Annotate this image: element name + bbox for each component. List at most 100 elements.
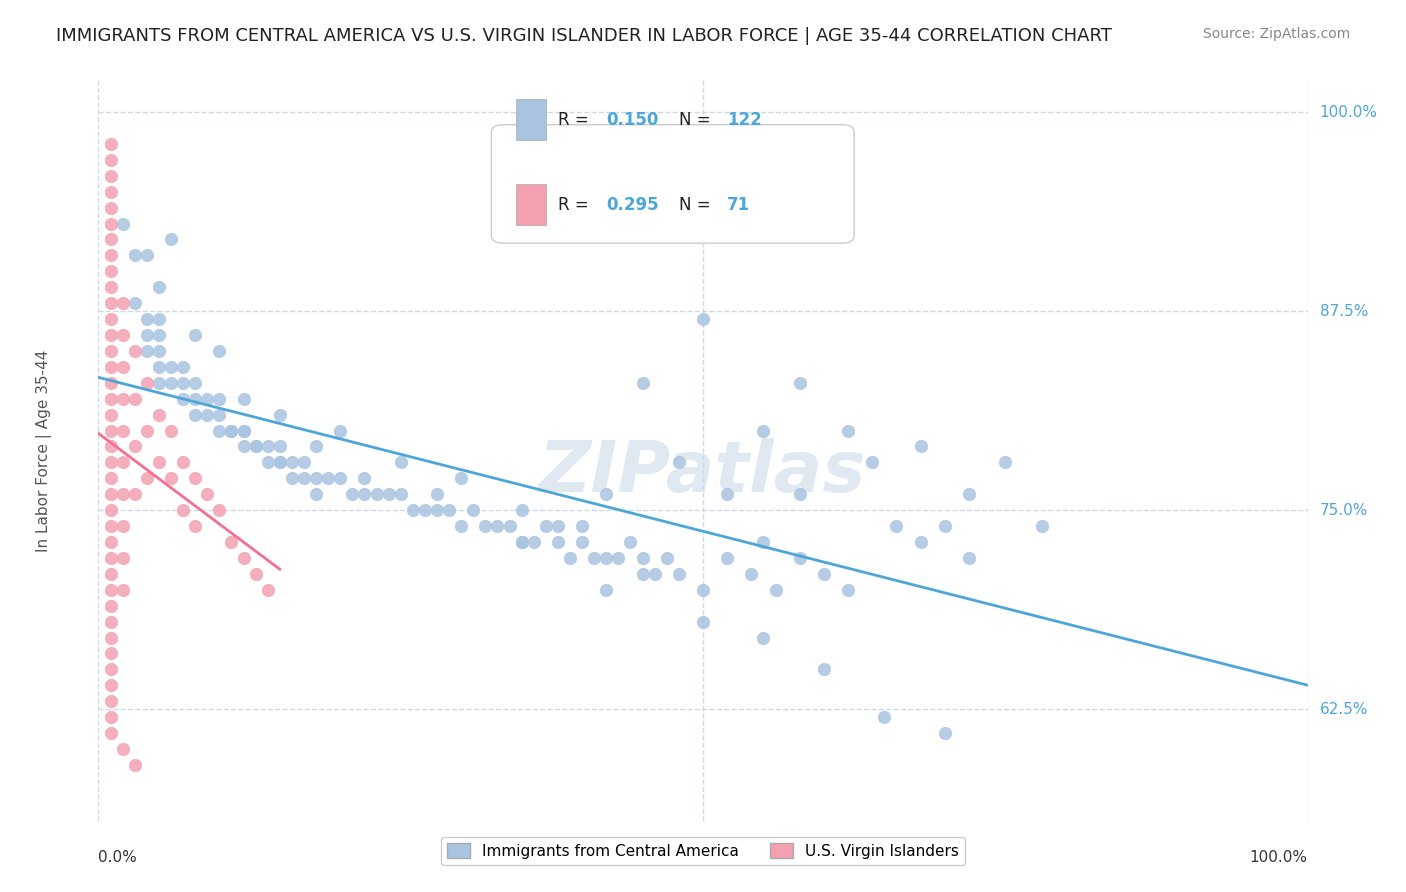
Point (100, 392, 122, 406)
Point (100, 359, 122, 374)
Point (100, 455, 122, 469)
Point (100, 264, 122, 278)
Point (111, 328, 134, 343)
FancyBboxPatch shape (492, 125, 855, 244)
Point (208, 392, 231, 406)
Point (256, 582, 278, 597)
Point (232, 424, 254, 438)
Point (160, 232, 183, 246)
Text: N =: N = (679, 111, 716, 128)
Point (292, 455, 315, 469)
Point (111, 217, 134, 231)
Point (389, 487, 412, 501)
Point (886, 519, 908, 533)
Point (148, 343, 170, 358)
Point (124, 343, 146, 358)
Point (195, 408, 218, 422)
Point (692, 582, 714, 597)
Point (111, 550, 134, 565)
Point (148, 328, 170, 343)
Point (305, 440, 328, 454)
Point (329, 424, 352, 438)
Point (184, 328, 207, 343)
Point (957, 487, 980, 501)
Point (752, 424, 775, 438)
Point (994, 455, 1017, 469)
Point (716, 550, 738, 565)
Point (100, 694, 122, 708)
Point (111, 742, 134, 756)
Point (100, 376, 122, 390)
Point (245, 440, 267, 454)
Point (124, 392, 146, 406)
Point (269, 408, 291, 422)
Point (316, 471, 339, 485)
Point (281, 471, 304, 485)
Point (100, 615, 122, 629)
Point (631, 550, 654, 565)
Point (195, 487, 218, 501)
Point (100, 631, 122, 645)
Point (172, 503, 194, 517)
Point (100, 343, 122, 358)
Point (426, 487, 449, 501)
Point (813, 566, 835, 581)
Point (135, 424, 157, 438)
Point (789, 376, 811, 390)
Point (124, 296, 146, 310)
Point (160, 424, 183, 438)
Point (910, 440, 932, 454)
Point (100, 232, 122, 246)
Point (100, 201, 122, 215)
Point (413, 503, 436, 517)
Point (100, 312, 122, 326)
Point (450, 519, 472, 533)
Point (124, 248, 146, 262)
Point (752, 535, 775, 549)
Point (100, 503, 122, 517)
Point (366, 487, 388, 501)
Point (789, 487, 811, 501)
Point (377, 487, 399, 501)
Point (124, 487, 146, 501)
Text: 0.150: 0.150 (606, 111, 658, 128)
Point (789, 550, 811, 565)
Point (692, 615, 714, 629)
Point (571, 519, 593, 533)
Legend: Immigrants from Central America, U.S. Virgin Islanders: Immigrants from Central America, U.S. Vi… (441, 837, 965, 865)
Point (111, 392, 134, 406)
Point (668, 455, 690, 469)
Point (160, 359, 183, 374)
Point (100, 440, 122, 454)
Point (765, 582, 787, 597)
Point (208, 408, 231, 422)
Point (256, 455, 278, 469)
Point (752, 631, 775, 645)
Point (523, 535, 546, 549)
Point (595, 582, 617, 597)
Point (450, 471, 472, 485)
Point (463, 503, 485, 517)
FancyBboxPatch shape (516, 184, 546, 225)
Text: 71: 71 (727, 195, 751, 214)
Point (172, 455, 194, 469)
Point (100, 582, 122, 597)
Point (184, 376, 207, 390)
FancyBboxPatch shape (516, 99, 546, 139)
Text: 75.0%: 75.0% (1320, 503, 1368, 517)
Point (208, 503, 231, 517)
Point (160, 471, 183, 485)
Point (583, 550, 606, 565)
Point (100, 471, 122, 485)
Point (221, 424, 243, 438)
Point (100, 248, 122, 262)
Point (692, 312, 714, 326)
Point (184, 408, 207, 422)
Point (160, 376, 183, 390)
Point (426, 503, 449, 517)
Point (135, 312, 157, 326)
Point (510, 535, 533, 549)
Text: 0.0%: 0.0% (98, 850, 138, 865)
Point (402, 503, 425, 517)
Point (269, 455, 291, 469)
